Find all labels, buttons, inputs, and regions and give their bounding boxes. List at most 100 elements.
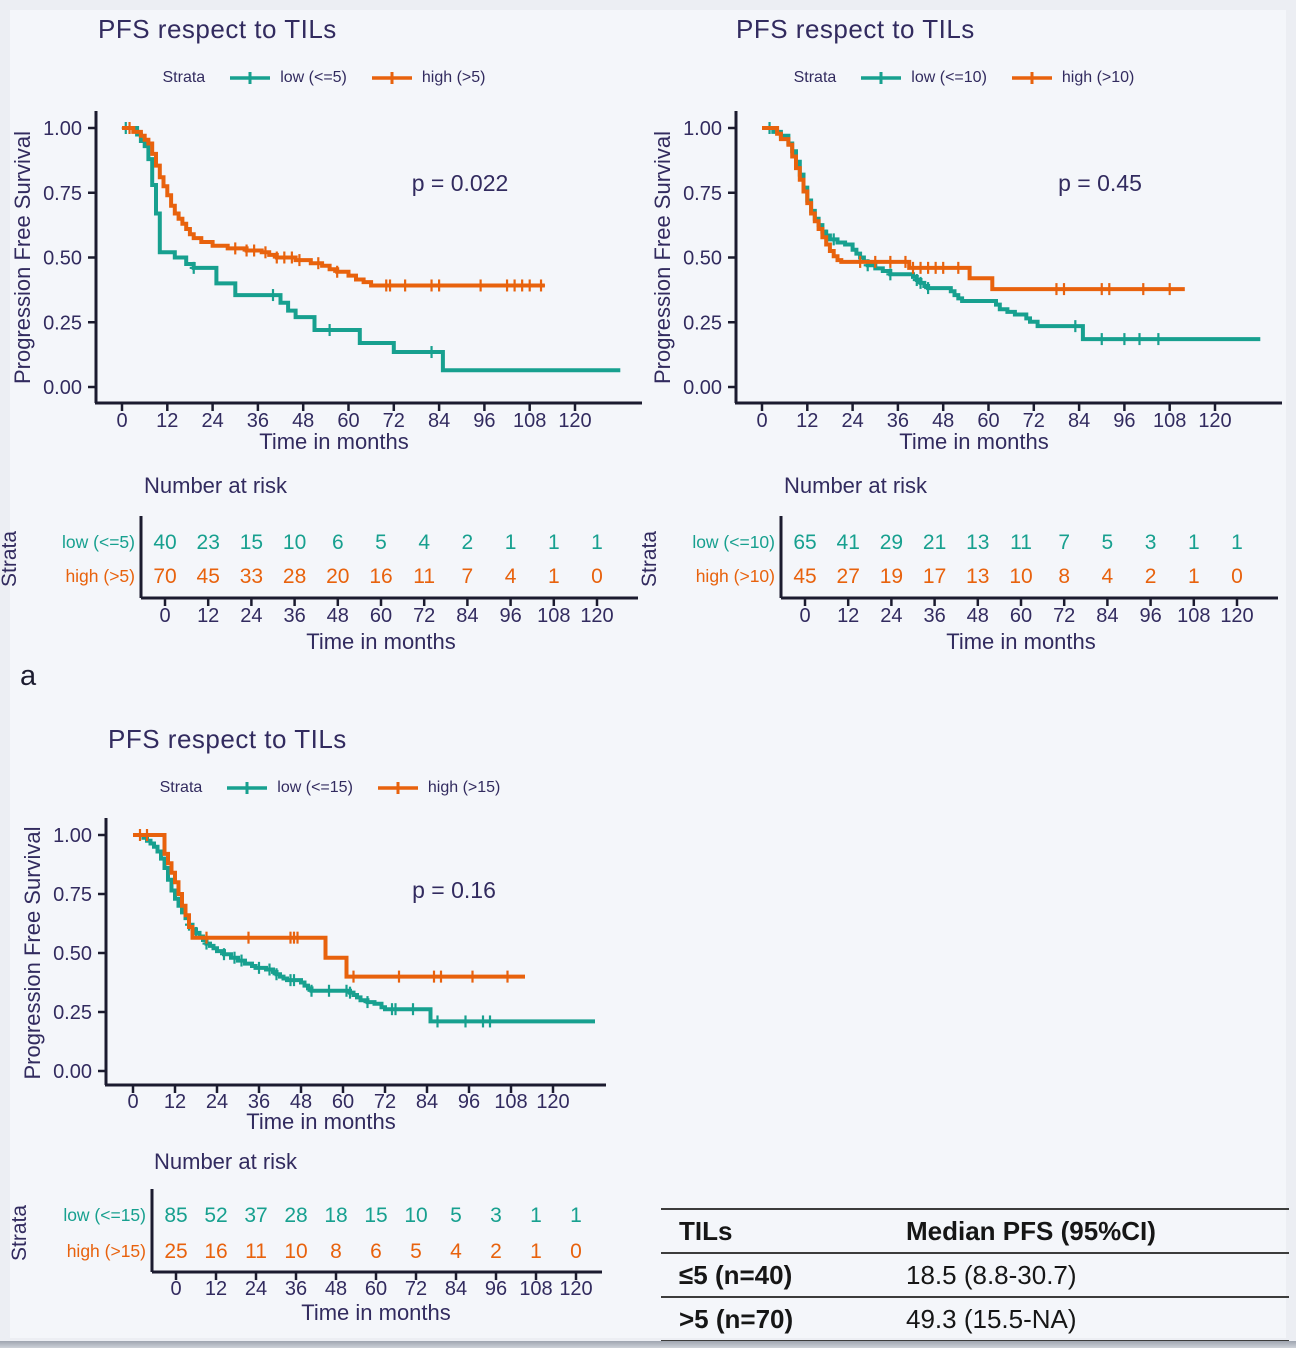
risk-count: 1 bbox=[591, 531, 603, 554]
x-tick-label: 84 bbox=[416, 1091, 438, 1113]
risk-x-tick-label: 84 bbox=[456, 605, 478, 627]
legend-label-high: high (>15) bbox=[427, 779, 501, 796]
x-tick-label: 24 bbox=[206, 1091, 228, 1113]
chart-title: PFS respect to TILs bbox=[98, 14, 337, 44]
risk-x-tick-label: 24 bbox=[880, 605, 902, 627]
legend: Strata low (<=15) high (>15) bbox=[6, 775, 654, 801]
x-tick-label: 72 bbox=[383, 410, 405, 432]
x-tick-label: 12 bbox=[156, 410, 178, 432]
risk-x-tick-label: 36 bbox=[285, 1278, 307, 1300]
y-tick-label: 1.00 bbox=[683, 118, 722, 140]
x-tick-label: 36 bbox=[887, 410, 909, 432]
risk-count: 11 bbox=[245, 1240, 267, 1263]
x-tick-label: 84 bbox=[1068, 410, 1090, 432]
x-tick-label: 108 bbox=[494, 1091, 527, 1113]
y-tick-label: 0.00 bbox=[53, 1061, 92, 1083]
risk-count: 28 bbox=[284, 1204, 307, 1227]
risk-count: 4 bbox=[450, 1240, 462, 1263]
y-axis-title: Progression Free Survival bbox=[650, 131, 675, 384]
risk-count: 1 bbox=[1231, 531, 1243, 554]
risk-x-tick-label: 0 bbox=[799, 605, 810, 627]
risk-count: 13 bbox=[966, 565, 989, 588]
risk-x-tick-label: 60 bbox=[370, 605, 392, 627]
km-curve-high bbox=[762, 126, 1185, 292]
risk-x-tick-label: 108 bbox=[537, 605, 570, 627]
risk-count: 21 bbox=[923, 531, 946, 554]
risk-count: 10 bbox=[404, 1204, 427, 1227]
risk-x-tick-label: 72 bbox=[413, 605, 435, 627]
risk-count: 65 bbox=[793, 531, 816, 554]
risk-count: 11 bbox=[413, 565, 435, 588]
risk-table-title: Number at risk bbox=[144, 473, 288, 498]
risk-count: 45 bbox=[197, 565, 220, 588]
legend-item-high: high (>10) bbox=[1011, 69, 1134, 87]
photo-edge-strip bbox=[0, 1341, 1296, 1348]
legend-key-high-icon bbox=[1011, 72, 1052, 84]
table-cell-median-high: 49.3 (15.5-NA) bbox=[888, 1296, 1289, 1342]
risk-x-tick-label: 12 bbox=[837, 605, 859, 627]
risk-count: 40 bbox=[153, 531, 176, 554]
table-header-row: TILs Median PFS (95%CI) bbox=[661, 1208, 1289, 1253]
legend: Strata low (<=10) high (>10) bbox=[640, 65, 1288, 91]
risk-x-tick-label: 48 bbox=[325, 1278, 347, 1300]
risk-x-tick-label: 24 bbox=[245, 1278, 267, 1300]
risk-x-tick-label: 36 bbox=[283, 605, 305, 627]
risk-row-label: low (<=5) bbox=[62, 532, 135, 552]
legend-item-high: high (>5) bbox=[371, 69, 485, 87]
risk-count: 3 bbox=[490, 1204, 502, 1227]
legend-key-low-icon bbox=[227, 782, 268, 794]
table-cell-group-high: >5 (n=70) bbox=[661, 1296, 888, 1342]
x-tick-label: 0 bbox=[127, 1091, 138, 1113]
legend-title: Strata bbox=[162, 69, 206, 86]
table-row: >5 (n=70) 49.3 (15.5-NA) bbox=[661, 1296, 1289, 1342]
risk-strata-label: Strata bbox=[640, 531, 661, 587]
risk-count: 5 bbox=[375, 531, 387, 554]
x-tick-label: 48 bbox=[290, 1091, 312, 1113]
risk-x-tick-label: 36 bbox=[923, 605, 945, 627]
table-row: ≤5 (n=40) 18.5 (8.8-30.7) bbox=[661, 1252, 1289, 1297]
risk-count: 25 bbox=[164, 1240, 187, 1263]
risk-table-title: Number at risk bbox=[784, 473, 928, 498]
y-tick-label: 0.00 bbox=[683, 377, 722, 399]
risk-count: 37 bbox=[244, 1204, 267, 1227]
x-tick-label: 108 bbox=[513, 410, 546, 432]
y-tick-label: 0.25 bbox=[53, 1002, 92, 1024]
risk-row-label: high (>10) bbox=[696, 566, 775, 586]
x-tick-label: 0 bbox=[116, 410, 127, 432]
table-cell-median-low: 18.5 (8.8-30.7) bbox=[888, 1252, 1289, 1297]
risk-count: 13 bbox=[966, 531, 989, 554]
y-tick-label: 0.25 bbox=[683, 312, 722, 334]
risk-count: 7 bbox=[1058, 531, 1070, 554]
risk-x-tick-label: 120 bbox=[1220, 605, 1253, 627]
y-tick-label: 0.50 bbox=[683, 248, 722, 270]
risk-row-label: high (>5) bbox=[65, 566, 135, 586]
risk-count: 4 bbox=[418, 531, 430, 554]
x-tick-label: 120 bbox=[558, 410, 591, 432]
risk-count: 27 bbox=[837, 565, 860, 588]
x-tick-label: 72 bbox=[374, 1091, 396, 1113]
risk-count: 0 bbox=[1231, 565, 1243, 588]
legend-item-low: low (<=10) bbox=[860, 69, 987, 87]
risk-x-tick-label: 12 bbox=[197, 605, 219, 627]
risk-count: 1 bbox=[548, 565, 560, 588]
x-tick-label: 72 bbox=[1023, 410, 1045, 432]
risk-count: 2 bbox=[462, 531, 474, 554]
km-plot-svg: 0.000.250.500.751.000 12 24 36 48 60 72 84 96 108… bbox=[0, 111, 642, 654]
risk-x-tick-label: 24 bbox=[240, 605, 262, 627]
x-tick-label: 60 bbox=[332, 1091, 354, 1113]
risk-count: 11 bbox=[1010, 531, 1032, 554]
p-value: p = 0.45 bbox=[1058, 170, 1142, 196]
risk-count: 4 bbox=[1102, 565, 1114, 588]
risk-count: 6 bbox=[332, 531, 344, 554]
chart-title: PFS respect to TILs bbox=[108, 724, 347, 754]
risk-strata-label: Strata bbox=[8, 1205, 31, 1261]
risk-count: 8 bbox=[1058, 565, 1070, 588]
risk-x-tick-label: 108 bbox=[1177, 605, 1210, 627]
risk-count: 6 bbox=[370, 1240, 382, 1263]
risk-count: 16 bbox=[369, 565, 392, 588]
risk-count: 15 bbox=[240, 531, 263, 554]
x-tick-label: 60 bbox=[337, 410, 359, 432]
risk-count: 0 bbox=[591, 565, 603, 588]
p-value: p = 0.16 bbox=[412, 877, 496, 903]
legend-label-low: low (<=10) bbox=[911, 69, 987, 86]
